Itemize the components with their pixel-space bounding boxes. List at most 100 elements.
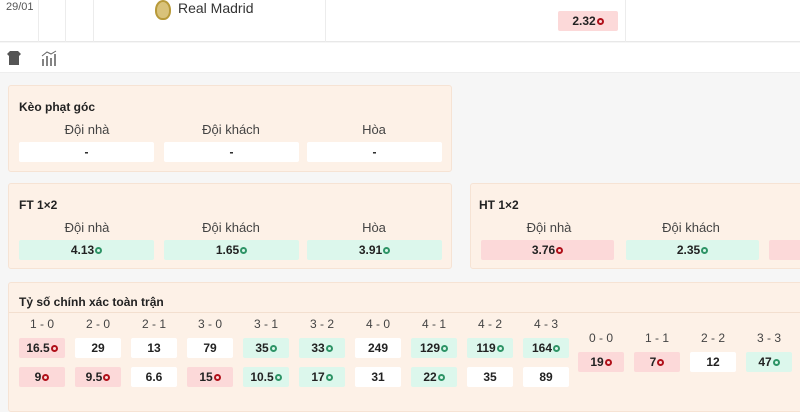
trend-up-icon — [269, 345, 277, 352]
odd-cell[interactable]: 4.13 — [19, 240, 154, 260]
odd-value: 31 — [371, 370, 385, 384]
odd-value: 4.13 — [70, 243, 95, 257]
trend-up-icon — [274, 374, 282, 381]
odd-value: 6.6 — [145, 370, 163, 384]
score-odd-cell[interactable]: 31 — [355, 367, 401, 387]
trend-up-icon — [437, 374, 445, 381]
score-odd-cell[interactable]: 13 — [131, 338, 177, 358]
odd-value: 12 — [706, 355, 720, 369]
trend-down-icon — [556, 247, 564, 254]
trend-up-icon — [553, 345, 561, 352]
trend-up-icon — [325, 345, 333, 352]
odd-cell[interactable]: 3.76 — [481, 240, 614, 260]
trend-up-icon — [701, 247, 709, 254]
panel-title: Tỷ số chính xác toàn trận — [19, 295, 164, 309]
odd-value: 7 — [649, 355, 657, 369]
score-label: 2 - 1 — [141, 317, 166, 331]
odd-value: 9 — [34, 370, 42, 384]
score-label: 2 - 2 — [700, 331, 725, 345]
label-draw: Hòa — [362, 122, 386, 137]
trend-down-icon — [50, 345, 58, 352]
score-label: 3 - 3 — [756, 331, 781, 345]
odd-value: 35 — [483, 370, 497, 384]
trend-up-icon — [325, 374, 333, 381]
label-home: Đội nhà — [526, 220, 572, 235]
odd-value: 79 — [203, 341, 217, 355]
odd-value: 22 — [423, 370, 437, 384]
corner-panel: Kèo phạt góc Đội nhà Đội khách Hòa - - - — [8, 85, 452, 172]
panel-title: FT 1×2 — [19, 198, 58, 212]
score-label: 3 - 1 — [253, 317, 278, 331]
ht-panel: HT 1×2 Đội nhà Đội khách 3.76 2.35 — [470, 183, 800, 269]
score-label: 3 - 0 — [197, 317, 222, 331]
match-date: 29/01 — [6, 1, 34, 13]
odd-cell[interactable]: 2.35 — [626, 240, 759, 260]
toolbar — [0, 43, 800, 73]
score-odd-cell[interactable]: 19 — [578, 352, 624, 372]
score-odd-cell[interactable]: 15 — [187, 367, 233, 387]
odd-value: 129 — [419, 341, 441, 355]
score-odd-cell[interactable]: 9.5 — [75, 367, 121, 387]
odd-cell[interactable]: - — [164, 142, 299, 162]
shirt-icon[interactable] — [7, 50, 21, 66]
score-label: 4 - 0 — [365, 317, 390, 331]
odd-value: 16.5 — [26, 341, 50, 355]
score-odd-cell[interactable]: 7 — [634, 352, 680, 372]
score-odd-cell[interactable]: 33 — [299, 338, 345, 358]
score-odd-cell[interactable]: 164 — [523, 338, 569, 358]
score-odd-cell[interactable]: 6.6 — [131, 367, 177, 387]
trend-down-icon — [103, 374, 111, 381]
score-odd-cell[interactable]: 89 — [523, 367, 569, 387]
odd-value: 33 — [311, 341, 325, 355]
odd-cell[interactable]: 3.91 — [307, 240, 442, 260]
score-odd-cell[interactable]: 9 — [19, 367, 65, 387]
odd-cell-partial[interactable] — [769, 240, 800, 260]
score-odd-cell[interactable]: 22 — [411, 367, 457, 387]
score-label: 4 - 3 — [533, 317, 558, 331]
trend-down-icon — [42, 374, 50, 381]
trend-down-icon — [213, 374, 221, 381]
odd-value: 3.76 — [531, 243, 556, 257]
score-label: 3 - 2 — [309, 317, 334, 331]
odd-value: 2.35 — [676, 243, 701, 257]
score-odd-cell[interactable]: 249 — [355, 338, 401, 358]
score-odd-cell[interactable]: 35 — [243, 338, 289, 358]
score-odd-cell[interactable]: 17 — [299, 367, 345, 387]
score-odd-cell[interactable]: 129 — [411, 338, 457, 358]
odd-value: 19 — [590, 355, 604, 369]
label-home: Đội nhà — [64, 122, 110, 137]
odd-cell[interactable]: - — [19, 142, 154, 162]
trend-down-icon — [657, 359, 665, 366]
score-odd-cell[interactable]: 29 — [75, 338, 121, 358]
divider — [9, 312, 800, 313]
odd-cell[interactable]: - — [307, 142, 442, 162]
score-odd-cell[interactable]: 12 — [690, 352, 736, 372]
correct-score-panel: Tỷ số chính xác toàn trận 1 - 0 16.5 9 2 - … — [8, 282, 800, 412]
score-odd-cell[interactable]: 79 — [187, 338, 233, 358]
score-odd-cell[interactable]: 35 — [467, 367, 513, 387]
score-odd-cell[interactable]: 16.5 — [19, 338, 65, 358]
odd-value: 47 — [758, 355, 772, 369]
stats-icon[interactable] — [41, 50, 57, 66]
score-odd-cell[interactable]: 10.5 — [243, 367, 289, 387]
team-name[interactable]: Real Madrid — [178, 0, 254, 16]
match-row: 29/01 Real Madrid 2.32 — [0, 0, 800, 42]
odd-value: 164 — [531, 341, 553, 355]
odd-value: 89 — [539, 370, 553, 384]
trend-down-icon — [604, 359, 612, 366]
trend-up-icon — [383, 247, 391, 254]
odd-value: 9.5 — [85, 370, 103, 384]
odd-cell[interactable]: 2.32 — [558, 11, 618, 31]
score-label: 2 - 0 — [85, 317, 110, 331]
trend-up-icon — [441, 345, 449, 352]
trend-up-icon — [772, 359, 780, 366]
label-away: Đội khách — [202, 220, 260, 235]
odd-cell[interactable]: 1.65 — [164, 240, 299, 260]
trend-up-icon — [240, 247, 248, 254]
score-label: 1 - 0 — [29, 317, 54, 331]
score-odd-cell[interactable]: 47 — [746, 352, 792, 372]
panel-title: Kèo phạt góc — [19, 100, 96, 114]
score-odd-cell[interactable]: 119 — [467, 338, 513, 358]
trend-up-icon — [496, 345, 504, 352]
score-label: 4 - 1 — [421, 317, 446, 331]
